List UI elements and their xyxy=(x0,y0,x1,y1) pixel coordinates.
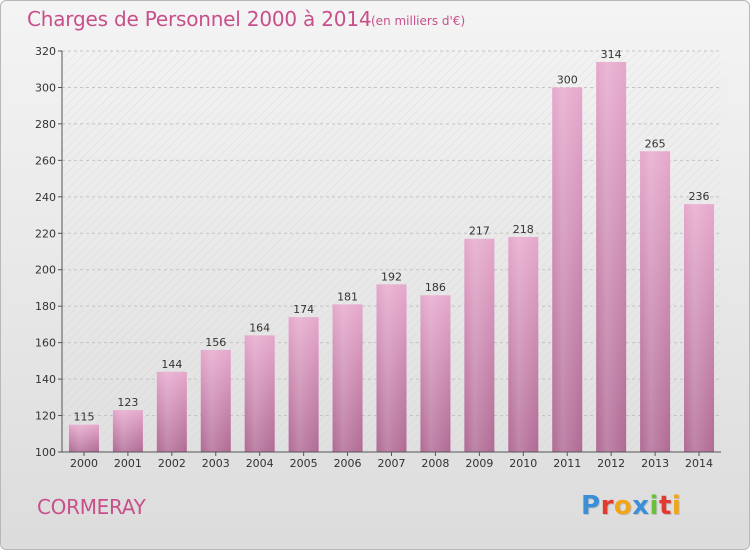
bar-highlight xyxy=(420,295,451,452)
bar-highlight xyxy=(596,61,627,452)
logo-letter: P xyxy=(581,491,601,521)
bar-highlight xyxy=(112,410,143,452)
data-label: 123 xyxy=(117,396,138,409)
data-label: 236 xyxy=(689,190,710,203)
y-tick-label: 160 xyxy=(35,337,56,350)
y-tick-label: 180 xyxy=(35,300,56,313)
data-label: 164 xyxy=(249,321,270,334)
logo-letter: t xyxy=(658,491,672,521)
data-label: 192 xyxy=(381,270,402,283)
y-tick-label: 260 xyxy=(35,154,56,167)
data-label: 265 xyxy=(645,137,666,150)
bar-highlight xyxy=(552,87,583,453)
place-name: CORMERAY xyxy=(37,495,146,519)
logo-letter: i xyxy=(671,491,682,521)
bar-highlight xyxy=(244,335,275,452)
bar-highlight xyxy=(640,151,671,452)
x-tick-label: 2008 xyxy=(421,457,449,470)
bar-highlight xyxy=(684,204,715,452)
data-label: 181 xyxy=(337,290,358,303)
x-tick-label: 2000 xyxy=(70,457,98,470)
y-tick-label: 280 xyxy=(35,118,56,131)
data-label: 186 xyxy=(425,281,446,294)
x-tick-label: 2012 xyxy=(597,457,625,470)
logo-letter: i xyxy=(649,491,659,521)
data-label: 217 xyxy=(469,225,490,238)
logo-letter: r xyxy=(600,491,614,521)
bar-highlight xyxy=(156,371,187,452)
x-tick-label: 2001 xyxy=(114,457,142,470)
data-label: 218 xyxy=(513,223,534,236)
bar-highlight xyxy=(508,236,539,452)
chart-subtitle: (en milliers d'€) xyxy=(371,14,466,28)
data-label: 314 xyxy=(601,48,622,61)
data-label: 300 xyxy=(557,73,578,86)
logo-letter: o xyxy=(613,491,633,521)
data-label: 174 xyxy=(293,303,314,316)
bar-highlight xyxy=(332,304,363,452)
y-tick-label: 120 xyxy=(35,410,56,423)
bar-highlight xyxy=(200,349,231,452)
bar-highlight xyxy=(288,317,319,452)
x-tick-label: 2007 xyxy=(378,457,406,470)
data-label: 144 xyxy=(161,358,182,371)
bar-highlight xyxy=(464,238,495,452)
data-label: 115 xyxy=(73,411,94,424)
bar-highlight xyxy=(68,424,99,452)
y-tick-label: 100 xyxy=(35,446,56,459)
x-tick-label: 2011 xyxy=(553,457,581,470)
y-tick-label: 200 xyxy=(35,264,56,277)
x-tick-label: 2004 xyxy=(246,457,274,470)
data-label: 156 xyxy=(205,336,226,349)
x-tick-label: 2009 xyxy=(465,457,493,470)
x-tick-label: 2002 xyxy=(158,457,186,470)
logo-letter: x xyxy=(632,491,650,521)
bar-highlight xyxy=(376,284,407,452)
x-tick-label: 2014 xyxy=(685,457,713,470)
y-tick-label: 140 xyxy=(35,373,56,386)
y-tick-label: 240 xyxy=(35,191,56,204)
y-tick-label: 220 xyxy=(35,227,56,240)
x-tick-label: 2006 xyxy=(334,457,362,470)
x-tick-label: 2003 xyxy=(202,457,230,470)
x-tick-label: 2005 xyxy=(290,457,318,470)
x-tick-label: 2010 xyxy=(509,457,537,470)
y-tick-label: 300 xyxy=(35,81,56,94)
proxiti-logo: Proxiti xyxy=(581,491,681,521)
chart-title: Charges de Personnel 2000 à 2014 xyxy=(27,7,372,31)
y-tick-label: 320 xyxy=(35,45,56,58)
x-tick-label: 2013 xyxy=(641,457,669,470)
